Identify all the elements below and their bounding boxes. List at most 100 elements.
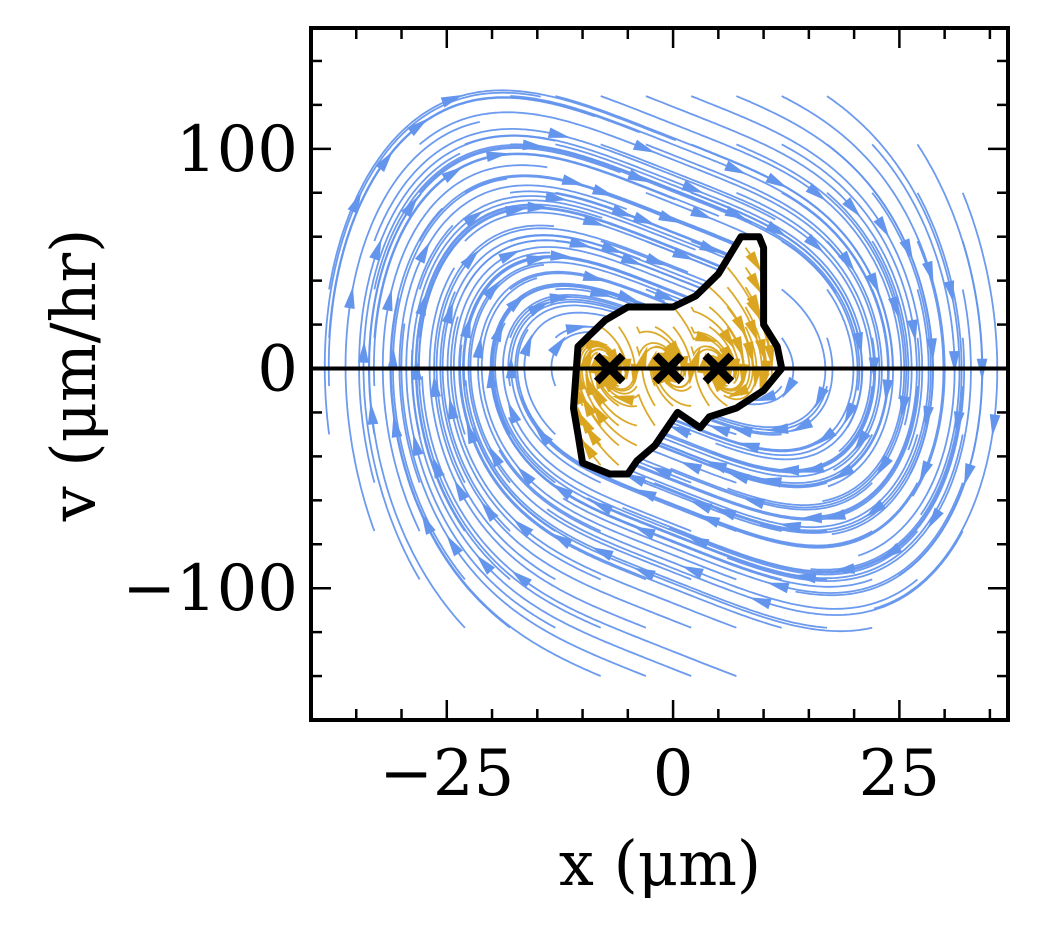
streamline-arrow [401,196,418,218]
streamline-arrow [801,462,825,473]
streamline-arrow [584,424,602,446]
streamline-arrow [460,249,480,270]
streamline-arrow [724,160,747,175]
streamline-arrow [907,319,918,342]
streamline-arrow [680,461,703,475]
streamline-arrow [527,201,550,213]
streamline-arrow [727,472,750,485]
streamline-arrow [480,501,499,522]
streamline-arrow [617,289,640,303]
streamline-arrow [766,423,789,434]
streamline-arrow [511,570,532,589]
streamline-arrow [658,210,681,224]
streamline-arrow [591,403,609,425]
streamline-arrow [632,211,656,225]
streamline-arrow [488,445,504,468]
x-tick-label: −25 [379,737,514,811]
streamline-arrow [854,429,871,452]
streamline-arrow [632,139,656,153]
streamline-arrow [507,401,522,424]
streamline-arrow [513,519,534,538]
streamline-arrow [591,384,608,406]
streamline-arrow [838,250,855,272]
streamline-arrow [833,463,855,480]
x-axis-label: x (μm) [559,827,761,900]
streamline-arrow [782,376,799,399]
streamline-arrow [919,460,933,483]
streamline-arrow [413,433,424,457]
streamline-arrow [989,414,1001,437]
streamline-arrow [440,94,464,108]
streamline-arrow [486,151,509,162]
streamline-arrow [633,567,656,581]
streamline-arrow [579,412,595,434]
streamline-arrow [746,298,761,321]
streamline-arrow [688,346,701,370]
streamlines [323,89,1001,677]
streamline-arrow [881,542,903,560]
streamline-arrow [591,184,615,197]
fixed-point-marker [652,352,685,385]
streamline-arrow [752,365,763,388]
streamline-arrow [823,509,847,520]
streamline-arrow [745,251,762,273]
streamline-arrow [611,395,635,406]
streamline-arrow [582,214,605,226]
streamline-arrow [800,512,822,524]
streamline-arrow [581,395,597,418]
streamline-arrow [421,512,436,535]
streamline-arrow [387,347,399,370]
x-tick-label: 0 [653,737,694,811]
plot-frame [309,26,1010,722]
streamline-arrow [865,499,886,518]
streamline [492,285,646,484]
fixed-points [593,352,735,385]
streamline-arrow [565,324,588,335]
streamline-arrow [791,417,814,432]
streamline-arrow [681,565,704,579]
y-tick-label: 0 [257,333,298,407]
streamline-arrow [746,272,762,295]
streamline-arrow [672,247,695,261]
x-tick-label: 25 [859,737,940,811]
streamline-arrow [414,241,430,264]
streamline-arrow [581,438,598,460]
streamline-arrow [764,344,775,367]
streamline-arrow [964,463,976,486]
streamline-arrow [873,216,890,238]
basin-boundary [570,233,786,478]
streamline-arrow [430,374,441,398]
streamline-arrow [600,241,624,254]
streamline-arrow [865,272,880,295]
streamline-arrow [842,197,861,218]
streamline-arrow [545,191,568,202]
streamline-arrow [633,526,656,540]
streamline-arrow [805,183,827,201]
streamline-arrow [765,220,787,237]
streamline-arrow [547,127,571,138]
streamline-arrow [441,166,463,183]
streamline-arrow [551,533,573,549]
streamline-arrow [852,331,863,355]
streamline-arrow [876,454,893,476]
streamline-arrow [454,479,470,502]
streamline-arrow [698,514,721,528]
streamline-arrow [699,240,722,254]
streamline-arrow [482,279,501,301]
fixed-point-marker [702,352,735,385]
streamline-arrow [755,338,766,362]
streamline-arrow [579,346,592,370]
streamline-arrow [369,238,382,261]
streamline-arrow [516,466,536,486]
streamline-arrow [708,425,731,438]
streamline-arrow [777,465,799,476]
streamline-arrow [948,351,960,373]
streamline-arrow [407,118,428,137]
streamline-arrow [620,252,643,266]
streamline-arrow [727,384,750,398]
streamline-arrow [548,336,566,357]
streamline-arrow [498,249,521,264]
streamline-arrow [749,597,772,610]
streamline-arrow [462,210,484,227]
